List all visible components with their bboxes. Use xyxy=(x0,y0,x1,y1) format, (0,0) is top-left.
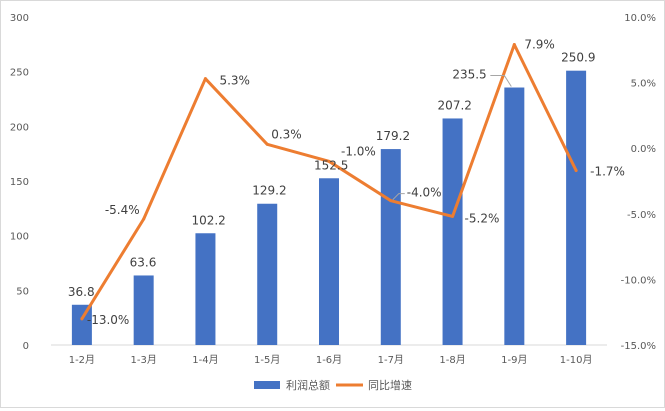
bar-data-label: 207.2 xyxy=(438,98,472,112)
bar xyxy=(442,118,463,345)
y-left-tick-label: 0 xyxy=(23,341,29,352)
bars-layer xyxy=(71,70,587,346)
bar-label-leader xyxy=(490,75,512,87)
line-data-label: 0.3% xyxy=(271,127,302,141)
bar-data-label: 152.5 xyxy=(314,158,348,172)
x-tick-label: 1-8月 xyxy=(439,354,465,366)
line-data-label: -1.0% xyxy=(341,144,376,158)
bar xyxy=(195,233,216,345)
bar xyxy=(133,275,154,345)
growth-point xyxy=(451,214,455,218)
bar-data-label: 179.2 xyxy=(376,129,410,143)
line-data-label: -13.0% xyxy=(87,313,129,327)
bar xyxy=(71,304,92,345)
line-layer xyxy=(80,43,578,321)
line-data-label: -4.0% xyxy=(407,186,442,200)
y-left-tick-label: 100 xyxy=(10,232,29,243)
bar-data-label: 129.2 xyxy=(252,184,286,198)
growth-point xyxy=(80,317,84,321)
bar-data-label: 250.9 xyxy=(561,51,595,65)
bar xyxy=(380,149,401,345)
y-right-tick-label: 5.0% xyxy=(631,79,656,90)
growth-point xyxy=(574,169,578,173)
x-tick-label: 1-3月 xyxy=(130,354,156,366)
y-left-tick-label: 250 xyxy=(10,68,29,79)
line-data-label: 7.9% xyxy=(524,38,555,52)
y-right-tick-label: -15.0% xyxy=(621,341,656,352)
x-tick-label: 1-5月 xyxy=(254,354,280,366)
bar-data-label: 63.6 xyxy=(130,255,157,269)
bar-data-label: 36.8 xyxy=(68,285,95,299)
legend-swatch-bar xyxy=(254,381,280,389)
bar xyxy=(504,87,525,346)
y-right-tick-label: -10.0% xyxy=(621,275,656,286)
axes-layer: 0 50 100 150 200 250 300 -15.0% -10.0% -5.0% 0.0% 5… xyxy=(10,13,656,366)
x-tick-label: 1-4月 xyxy=(192,354,218,366)
y-right-tick-label: 10.0% xyxy=(624,13,656,24)
y-right-tick-label: -5.0% xyxy=(627,210,656,221)
y-right-tick-label: 0.0% xyxy=(631,144,656,155)
x-tick-label: 1-10月 xyxy=(560,354,593,366)
growth-point xyxy=(203,77,207,81)
labels-layer: 36.8 63.6 102.2 129.2 152.5 179.2 207.2 235.5 25… xyxy=(68,38,625,327)
bar xyxy=(566,70,587,345)
x-tick-label: 1-2月 xyxy=(69,354,95,366)
y-left-tick-label: 200 xyxy=(10,122,29,133)
growth-point xyxy=(327,159,331,163)
line-data-label: 5.3% xyxy=(219,74,250,88)
growth-point xyxy=(265,142,269,146)
growth-point xyxy=(512,43,516,47)
x-tick-label: 1-7月 xyxy=(378,354,404,366)
y-left-tick-label: 50 xyxy=(16,286,29,297)
x-tick-label: 1-9月 xyxy=(501,354,527,366)
line-label-leader xyxy=(392,193,405,201)
y-left-tick-label: 150 xyxy=(10,177,29,188)
line-data-label: -5.4% xyxy=(105,203,140,217)
y-left-tick-label: 300 xyxy=(10,13,29,24)
bar xyxy=(257,203,278,345)
line-data-label: -1.7% xyxy=(590,165,625,179)
legend-label-bar: 利润总额 xyxy=(286,378,330,392)
x-tick-label: 1-6月 xyxy=(316,354,342,366)
growth-point xyxy=(389,199,393,203)
growth-point xyxy=(142,217,146,221)
legend: 利润总额 同比增速 xyxy=(254,378,412,392)
bar xyxy=(319,178,339,345)
line-data-label: -5.2% xyxy=(465,211,500,225)
bar-data-label: 102.2 xyxy=(191,213,225,227)
bar-data-label: 235.5 xyxy=(452,68,486,82)
legend-label-line: 同比增速 xyxy=(368,378,412,392)
